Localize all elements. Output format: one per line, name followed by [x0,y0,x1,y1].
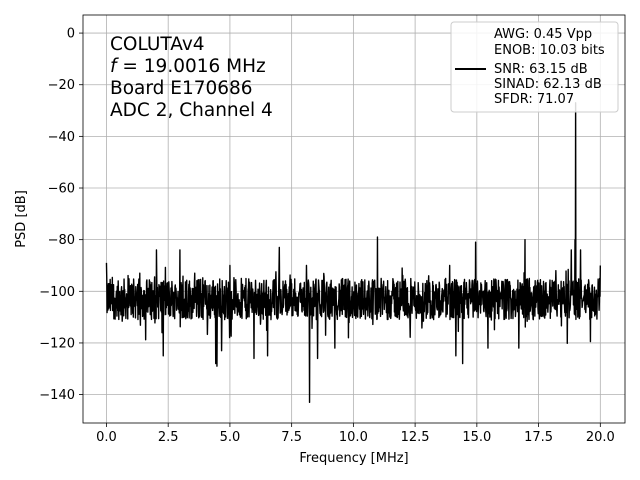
x-tick-label: 5.0 [220,430,241,445]
annotation-frequency-value: = 19.0016 MHz [117,56,266,77]
series-layer [105,102,602,404]
legend-entry-snr: SNR: 63.15 dB [494,62,588,77]
x-tick-label: 15.0 [462,430,491,445]
y-tick-label: 0 [67,27,75,42]
legend-entry-awg: AWG: 0.45 Vpp [494,27,592,42]
y-tick-label: −60 [48,182,75,197]
x-tick-label: 10.0 [339,430,368,445]
y-tick-label: −140 [39,388,75,403]
y-axis-ticks: 0 −20 −40 −60 −80 −100 −120 −140 [39,27,83,403]
grid [83,15,625,423]
x-tick-label: 0.0 [96,430,117,445]
y-tick-label: −20 [48,78,75,93]
x-tick-label: 7.5 [281,430,302,445]
y-tick-label: −100 [39,285,75,300]
legend-entry-sfdr: SFDR: 71.07 [494,92,574,107]
x-tick-label: 20.0 [586,430,615,445]
x-tick-label: 2.5 [158,430,179,445]
y-tick-label: −40 [48,130,75,145]
y-axis-label: PSD [dB] [14,190,29,248]
legend-entry-sinad: SINAD: 62.13 dB [494,77,602,92]
annotation-line-frequency: f = 19.0016 MHz [110,56,266,77]
legend-entry-enob: ENOB: 10.03 bits [494,43,605,58]
x-axis-ticks: 0.0 2.5 5.0 7.5 10.0 12.5 15.0 17.5 20.0 [96,423,615,445]
x-tick-label: 17.5 [524,430,553,445]
annotation-line-chip: COLUTAv4 [110,34,205,55]
x-axis-label: Frequency [MHz] [299,451,408,466]
legend: AWG: 0.45 Vpp ENOB: 10.03 bits SNR: 63.1… [450,21,619,113]
y-tick-label: −80 [48,233,75,248]
annotation-frequency-symbol: f [110,56,119,77]
annotation-line-channel: ADC 2, Channel 4 [110,100,273,121]
y-tick-label: −120 [39,336,75,351]
annotation-box: COLUTAv4 f = 19.0016 MHz Board E170686 A… [110,34,273,121]
plot-frame [82,14,626,424]
legend-frame [450,21,619,113]
annotation-line-board: Board E170686 [110,78,253,99]
psd-series-line [105,102,602,404]
x-tick-label: 12.5 [401,430,430,445]
